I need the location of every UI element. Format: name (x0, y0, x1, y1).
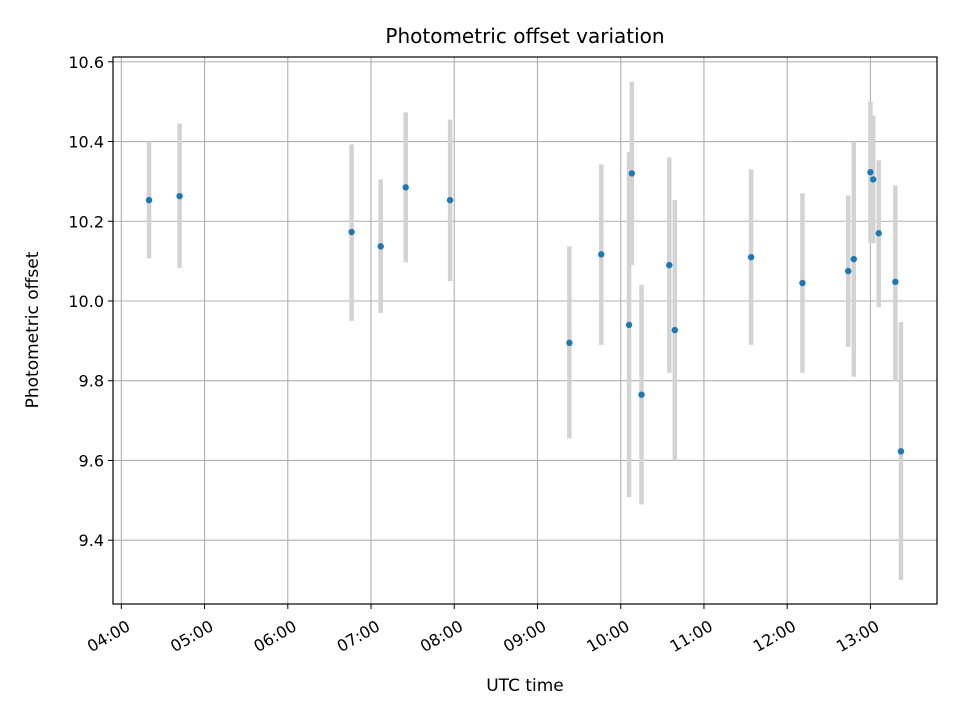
data-points (145, 169, 905, 455)
data-point (402, 184, 409, 191)
y-tick-label: 10.2 (68, 212, 104, 231)
y-tick-label: 10.4 (68, 133, 104, 152)
data-point (845, 267, 852, 275)
y-tick-label: 9.6 (79, 451, 104, 470)
data-point (897, 448, 905, 455)
data-point (176, 192, 183, 200)
data-point (875, 230, 882, 237)
data-point (638, 391, 645, 398)
y-tick-label: 10.0 (68, 292, 104, 311)
data-point (625, 321, 633, 329)
data-point (671, 326, 679, 334)
data-point (869, 176, 877, 183)
data-point (867, 169, 874, 176)
grid (113, 57, 937, 604)
data-point (446, 196, 454, 204)
data-point (598, 251, 605, 258)
data-point (145, 196, 153, 204)
x-axis-label: UTC time (486, 676, 564, 696)
data-point (566, 339, 573, 347)
y-tick-label: 10.6 (68, 53, 104, 72)
data-point (348, 228, 355, 236)
y-tick-label: 9.8 (79, 372, 104, 391)
data-point (747, 253, 755, 261)
data-point (666, 261, 673, 269)
data-point (850, 255, 857, 263)
data-point (628, 170, 636, 177)
chart-title: Photometric offset variation (385, 24, 664, 48)
y-axis-ticks: 9.4 9.6 9.8 10.0 10.2 10.4 10.6 (68, 53, 113, 550)
y-axis-label: Photometric offset (23, 251, 43, 408)
data-point (799, 279, 806, 287)
data-point (892, 278, 899, 286)
plot-frame (112, 56, 938, 605)
y-tick-label: 9.4 (79, 531, 104, 550)
data-point (377, 243, 384, 250)
